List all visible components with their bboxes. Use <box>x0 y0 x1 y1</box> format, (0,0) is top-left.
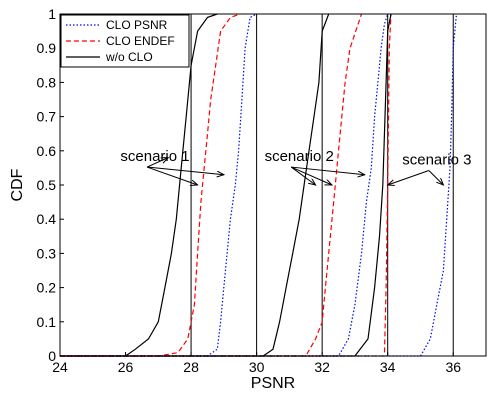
y-tick-label: 0.2 <box>37 280 57 296</box>
series-line-clo-psnr <box>60 13 458 357</box>
y-tick-label: 0.3 <box>37 245 57 261</box>
series-line-clo-endef <box>60 13 241 357</box>
x-tick-label: 28 <box>183 359 199 375</box>
x-tick-label: 32 <box>314 359 330 375</box>
series-line-clo-endef <box>60 13 363 357</box>
annotation-label: scenario 3 <box>402 151 471 168</box>
legend: CLO PSNR CLO ENDEF w/o CLO <box>60 14 190 68</box>
y-tick-label: 0 <box>48 348 56 364</box>
annotation-arrow <box>146 166 224 175</box>
y-tick-label: 0.5 <box>37 177 57 193</box>
series-line-w-o-clo <box>60 13 330 357</box>
series-line-w-o-clo <box>60 13 218 357</box>
y-tick-label: 0.6 <box>37 143 57 159</box>
annotation-arrow <box>146 158 168 168</box>
x-tick-label: 26 <box>118 359 134 375</box>
y-tick-label: 0.8 <box>37 74 57 90</box>
annotation-arrow <box>291 166 332 185</box>
annotation-arrow <box>146 166 198 185</box>
series-layer <box>60 13 458 357</box>
y-tick-label: 0.7 <box>37 109 57 125</box>
y-tick-label: 0.4 <box>37 211 57 227</box>
y-axis-label: CDF <box>9 168 26 201</box>
series-line-w-o-clo <box>60 13 392 357</box>
annotation-label: scenario 2 <box>265 148 334 165</box>
legend-label: CLO ENDEF <box>106 34 175 48</box>
annotation-arrow <box>290 166 315 185</box>
legend-label: w/o CLO <box>105 50 153 64</box>
annotation-label: scenario 1 <box>120 148 189 165</box>
x-tick-label: 24 <box>52 359 68 375</box>
y-tick-label: 0.9 <box>37 40 57 56</box>
ticks-layer: 24 26 28 30 32 34 36 0 0.1 0.2 0.3 0.4 0.5 0.6 0.7 0.8 0… <box>37 6 462 375</box>
x-axis-label: PSNR <box>251 375 295 392</box>
annotation-arrow <box>428 170 444 185</box>
x-tick-label: 34 <box>380 359 396 375</box>
legend-label: CLO PSNR <box>106 18 168 32</box>
x-tick-label: 30 <box>249 359 265 375</box>
y-tick-label: 1 <box>48 6 56 22</box>
x-tick-label: 36 <box>445 359 461 375</box>
series-line-clo-endef <box>60 13 392 357</box>
annotations-layer: scenario 1 scenario 2 scenario 3 <box>120 148 471 185</box>
y-tick-label: 0.1 <box>37 314 57 330</box>
annotation-arrow <box>388 170 430 185</box>
annotation-arrow <box>291 166 365 175</box>
series-line-clo-psnr <box>60 13 389 357</box>
plot-background <box>60 14 486 356</box>
